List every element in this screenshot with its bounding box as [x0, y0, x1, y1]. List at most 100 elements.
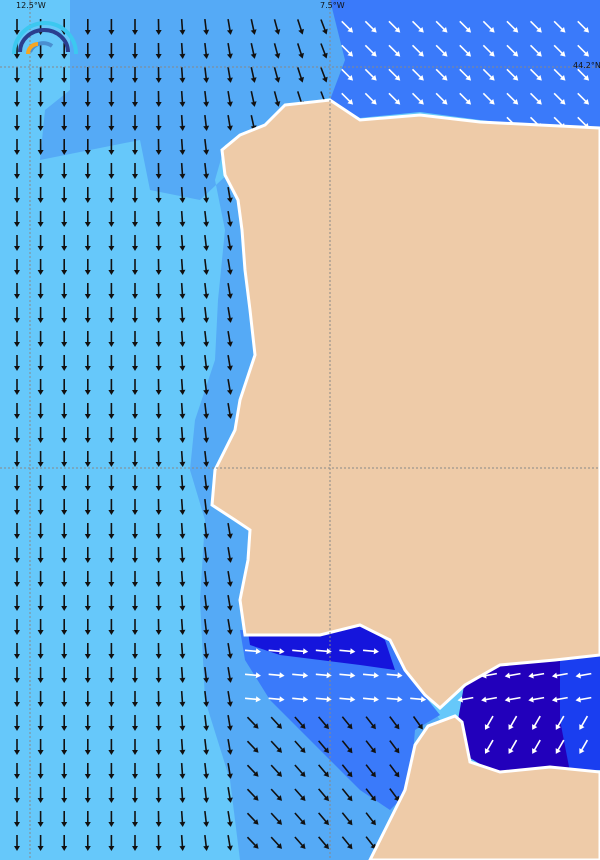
wave-arrow	[108, 307, 115, 323]
wave-arrow	[108, 211, 115, 227]
wave-arrow	[108, 259, 115, 275]
wave-arrow	[155, 642, 162, 659]
wave-arrow	[61, 619, 68, 635]
wave-arrow	[203, 738, 210, 755]
wave-arrow	[37, 619, 44, 635]
wave-arrow	[203, 618, 210, 635]
wave-arrow	[155, 714, 162, 731]
wave-arrow	[132, 547, 138, 563]
wave-arrow	[226, 642, 233, 659]
wave-arrow	[365, 740, 376, 754]
wave-arrow	[108, 523, 115, 539]
wave-arrow	[179, 306, 186, 323]
wave-arrow	[108, 667, 115, 683]
wave-arrow	[203, 138, 210, 155]
wave-arrow	[155, 378, 162, 395]
wave-arrow	[179, 690, 186, 707]
wave-arrow	[320, 67, 328, 83]
wave-arrow	[203, 90, 210, 107]
wave-arrow	[37, 427, 44, 443]
wave-arrow	[250, 19, 257, 35]
wave-arrow	[14, 235, 20, 251]
wave-arrow	[435, 68, 448, 81]
wave-arrow	[203, 258, 210, 275]
wave-arrow	[155, 210, 162, 227]
wave-arrow	[484, 739, 494, 754]
wave-arrow	[84, 283, 91, 299]
wave-arrow	[577, 44, 590, 57]
wave-arrow	[315, 672, 332, 679]
wave-arrow	[386, 696, 403, 703]
wave-arrow	[14, 691, 20, 707]
wave-arrow	[482, 68, 495, 81]
wave-arrow	[84, 835, 91, 851]
wave-arrow	[14, 763, 20, 779]
wave-arrow	[179, 90, 186, 107]
wave-arrow	[132, 787, 138, 803]
wave-arrow	[364, 20, 377, 33]
wave-arrow	[555, 739, 565, 754]
wave-arrow	[37, 835, 44, 851]
wave-arrow	[341, 20, 354, 33]
wave-arrow	[504, 696, 521, 703]
wave-arrow	[37, 691, 44, 707]
wave-arrow	[108, 403, 115, 419]
wave-arrow	[14, 187, 20, 203]
wave-arrow	[132, 475, 138, 491]
land-iberia	[210, 98, 600, 711]
wave-arrow	[339, 648, 356, 655]
wave-arrow	[203, 330, 210, 347]
wave-arrow	[244, 648, 261, 655]
wave-arrow	[108, 163, 115, 179]
wave-arrow	[250, 43, 257, 59]
wave-arrow	[108, 643, 115, 659]
wave-arrow	[529, 92, 542, 105]
wave-arrow	[84, 763, 91, 779]
wave-arrow	[203, 114, 210, 131]
wave-arrow	[61, 595, 68, 611]
wave-arrow	[132, 163, 138, 179]
wave-arrow	[341, 764, 353, 778]
wave-arrow	[203, 714, 210, 731]
wave-arrow	[132, 619, 138, 635]
wave-arrow	[270, 836, 283, 849]
wave-arrow	[203, 522, 210, 539]
wave-arrow	[179, 234, 186, 251]
wave-arrow	[108, 571, 115, 587]
wave-arrow	[250, 67, 257, 83]
wave-arrow	[84, 403, 91, 419]
wave-arrow	[435, 92, 448, 105]
wave-arrow	[294, 836, 306, 849]
wave-arrow	[411, 20, 424, 33]
wave-arrow	[179, 258, 186, 275]
wave-arrow	[37, 499, 44, 515]
wave-arrow	[37, 283, 44, 299]
wave-arrow	[108, 787, 115, 803]
wave-arrow	[84, 211, 91, 227]
wave-arrow	[250, 91, 257, 107]
wave-arrow	[270, 764, 283, 777]
wave-arrow	[84, 19, 91, 35]
wave-arrow	[532, 715, 541, 730]
wave-arrow	[14, 643, 20, 659]
wave-arrow	[61, 379, 68, 395]
wave-arrow	[108, 475, 115, 491]
wave-arrow	[37, 811, 44, 827]
wave-arrow	[179, 594, 186, 611]
wave-arrow	[108, 763, 115, 779]
wave-arrow	[203, 402, 210, 419]
wave-arrow	[203, 666, 210, 683]
wave-arrow	[508, 715, 518, 730]
wave-arrow	[435, 20, 448, 33]
wave-arrow	[84, 67, 91, 83]
wave-arrow	[364, 92, 377, 105]
wave-arrow	[14, 379, 20, 395]
wave-arrow	[203, 690, 210, 707]
wave-arrow	[389, 740, 400, 754]
wave-arrow	[553, 44, 566, 57]
wave-arrow	[108, 187, 115, 203]
wave-arrow	[37, 259, 44, 275]
wave-arrow	[155, 810, 162, 827]
